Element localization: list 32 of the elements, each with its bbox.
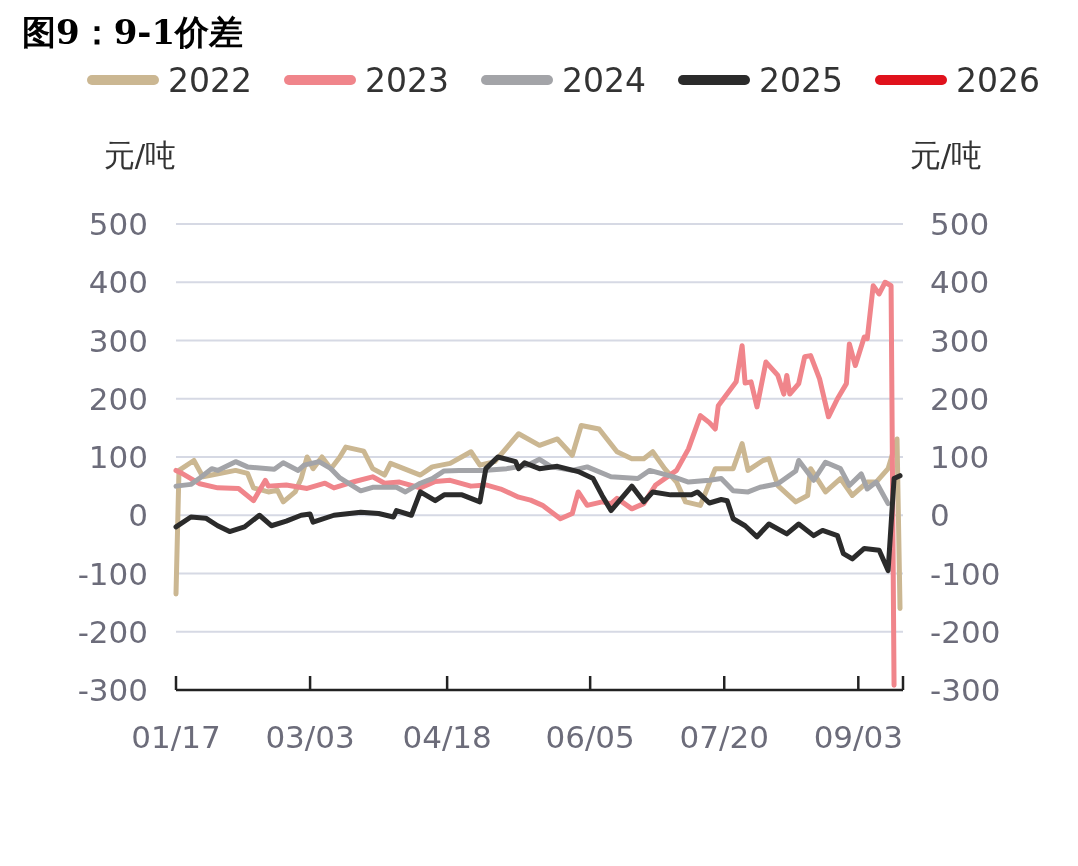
y-tick-label: 200 <box>88 380 148 417</box>
legend-label: 2026 <box>956 61 1040 100</box>
y-tick-label: 500 <box>88 206 148 242</box>
x-tick-label: 01/17 <box>131 719 221 755</box>
chart-title: 图9：9-1价差 <box>22 12 244 52</box>
legend-label: 2023 <box>365 61 449 100</box>
y2-tick-label: 0 <box>930 497 950 534</box>
x-tick-label: 06/05 <box>545 719 635 755</box>
y2-tick-label: -300 <box>930 672 1001 708</box>
x-tick-label: 03/03 <box>265 719 355 755</box>
y2-tick-label: 400 <box>930 264 990 301</box>
y-tick-label: 0 <box>128 497 148 534</box>
y2-axis-title: 元/吨 <box>909 137 983 173</box>
y-tick-label: -100 <box>77 555 148 592</box>
y-tick-label: 400 <box>88 264 148 301</box>
y-tick-label: -200 <box>77 613 148 650</box>
y2-tick-label: -200 <box>930 613 1001 650</box>
y-tick-label: -300 <box>77 672 148 708</box>
legend-label: 2022 <box>168 61 252 100</box>
y-tick-label: 100 <box>88 439 148 475</box>
x-tick-label: 09/03 <box>813 719 903 755</box>
y2-tick-label: 300 <box>930 322 990 359</box>
y2-tick-label: 200 <box>930 380 990 417</box>
y2-tick-label: 100 <box>930 439 990 475</box>
x-tick-label: 07/20 <box>679 719 769 755</box>
legend-label: 2025 <box>759 61 843 100</box>
y-axis-title: 元/吨 <box>103 137 177 173</box>
legend-label: 2024 <box>562 61 646 100</box>
y2-tick-label: -100 <box>930 555 1001 592</box>
x-tick-label: 04/18 <box>402 719 492 755</box>
y2-tick-label: 500 <box>930 206 990 242</box>
y-tick-label: 300 <box>88 322 148 359</box>
